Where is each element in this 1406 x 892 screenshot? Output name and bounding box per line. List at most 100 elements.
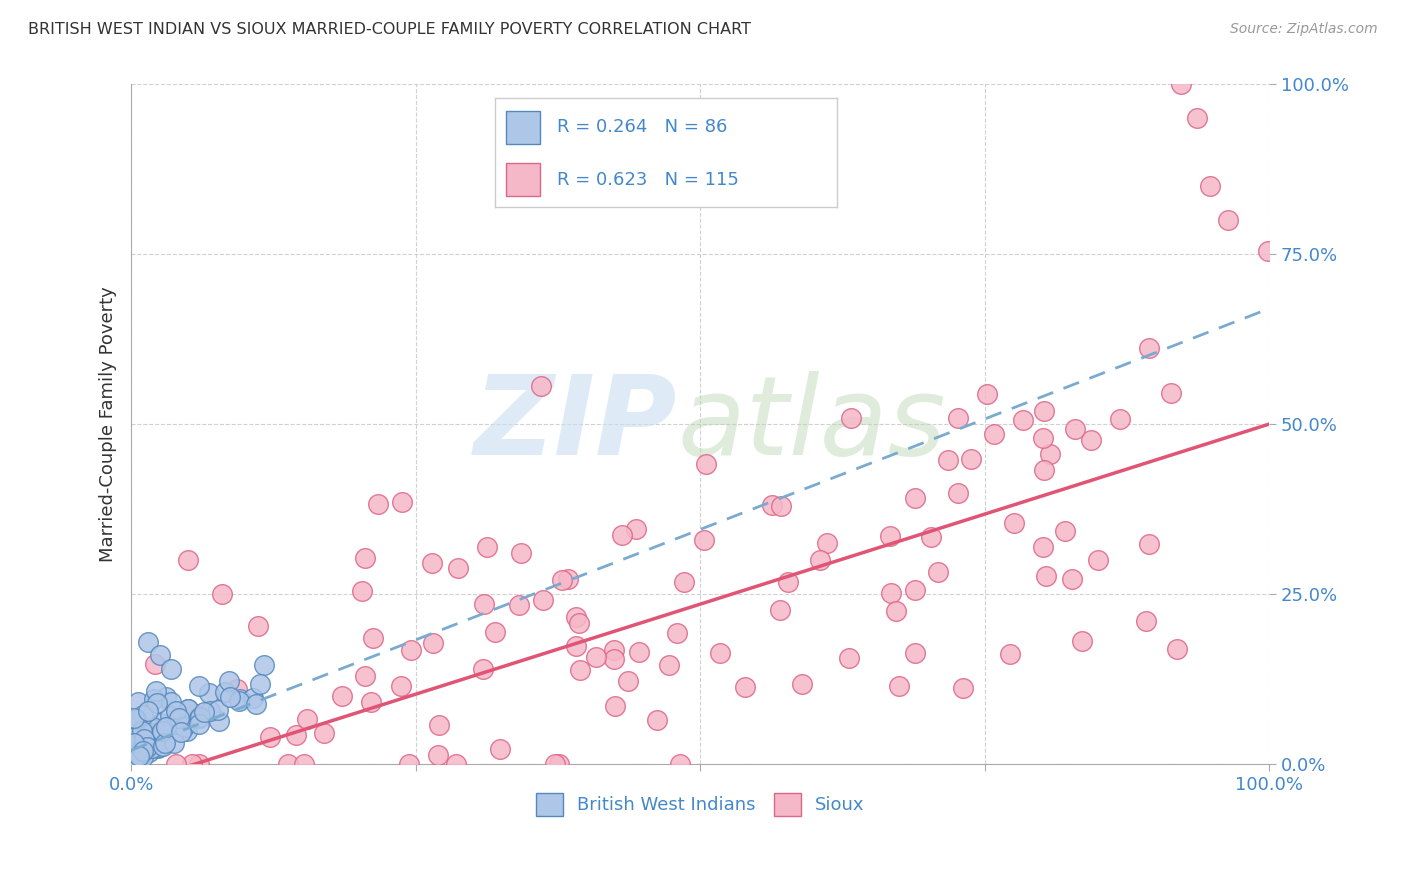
Point — [214, 685, 236, 699]
Point — [1039, 446, 1062, 460]
Point — [253, 657, 276, 672]
Point — [1257, 244, 1279, 259]
Point — [838, 651, 860, 665]
Point — [188, 679, 211, 693]
Point — [146, 740, 169, 755]
Point — [543, 756, 565, 771]
Point — [1216, 213, 1239, 227]
Point — [472, 597, 495, 611]
Point — [187, 717, 209, 731]
Point — [122, 724, 145, 739]
Point — [645, 713, 668, 727]
Point — [136, 739, 159, 754]
Point — [352, 584, 374, 599]
Point — [530, 378, 553, 392]
Point — [148, 715, 170, 730]
Point — [1170, 78, 1192, 92]
Point — [1032, 404, 1054, 418]
Point — [673, 574, 696, 589]
Point — [399, 643, 422, 657]
Y-axis label: Married-Couple Family Poverty: Married-Couple Family Poverty — [100, 286, 117, 562]
Point — [1198, 179, 1220, 194]
Point — [1012, 413, 1035, 427]
Point — [510, 546, 533, 560]
Point — [142, 723, 165, 738]
Point — [1137, 536, 1160, 550]
Point — [471, 662, 494, 676]
Point — [603, 652, 626, 666]
Point — [839, 411, 862, 425]
Point — [152, 739, 174, 753]
Point — [880, 586, 903, 600]
Point — [207, 714, 229, 729]
Point — [960, 452, 983, 467]
Point — [229, 692, 252, 706]
Point — [1087, 553, 1109, 567]
Point — [617, 673, 640, 688]
Point — [398, 756, 420, 771]
Point — [143, 729, 166, 743]
Point — [1002, 516, 1025, 531]
Point — [312, 726, 335, 740]
Point — [162, 721, 184, 735]
Point — [138, 745, 160, 759]
Point — [1000, 647, 1022, 661]
Point — [124, 735, 146, 749]
Point — [389, 679, 412, 693]
Point — [475, 541, 498, 555]
Point — [585, 649, 607, 664]
Point — [879, 529, 901, 543]
Point — [160, 662, 183, 676]
Point — [177, 553, 200, 567]
Point — [150, 724, 173, 739]
Point — [159, 708, 181, 723]
Point — [1064, 422, 1087, 436]
Point — [624, 522, 647, 536]
Point — [136, 634, 159, 648]
Point — [149, 727, 172, 741]
Point — [666, 626, 689, 640]
Point — [631, 179, 654, 194]
Point — [135, 731, 157, 745]
Point — [132, 708, 155, 723]
Point — [121, 741, 143, 756]
Point — [124, 730, 146, 744]
Point — [277, 756, 299, 771]
Point — [564, 610, 586, 624]
Point — [295, 712, 318, 726]
Point — [354, 669, 377, 683]
Point — [360, 695, 382, 709]
Point — [146, 696, 169, 710]
Point — [1108, 412, 1130, 426]
Point — [170, 724, 193, 739]
Point — [769, 602, 792, 616]
Point — [1137, 341, 1160, 355]
Point — [603, 643, 626, 657]
Point — [669, 756, 692, 771]
Point — [1033, 463, 1056, 477]
Point — [367, 497, 389, 511]
Point — [188, 710, 211, 724]
Point — [207, 704, 229, 718]
Point — [184, 706, 207, 721]
Point — [228, 694, 250, 708]
Point — [610, 528, 633, 542]
Point — [927, 566, 949, 580]
Point — [531, 593, 554, 607]
Point — [294, 756, 316, 771]
Point — [761, 498, 783, 512]
Point — [790, 677, 813, 691]
Point — [484, 625, 506, 640]
Point — [1054, 524, 1077, 538]
Point — [1160, 386, 1182, 401]
Point — [120, 756, 142, 770]
Point — [218, 690, 240, 705]
Point — [138, 704, 160, 718]
Point — [176, 724, 198, 739]
Point — [135, 736, 157, 750]
Point — [128, 749, 150, 764]
Point — [420, 556, 443, 570]
Point — [139, 726, 162, 740]
Point — [165, 756, 187, 771]
Point — [1032, 540, 1054, 554]
